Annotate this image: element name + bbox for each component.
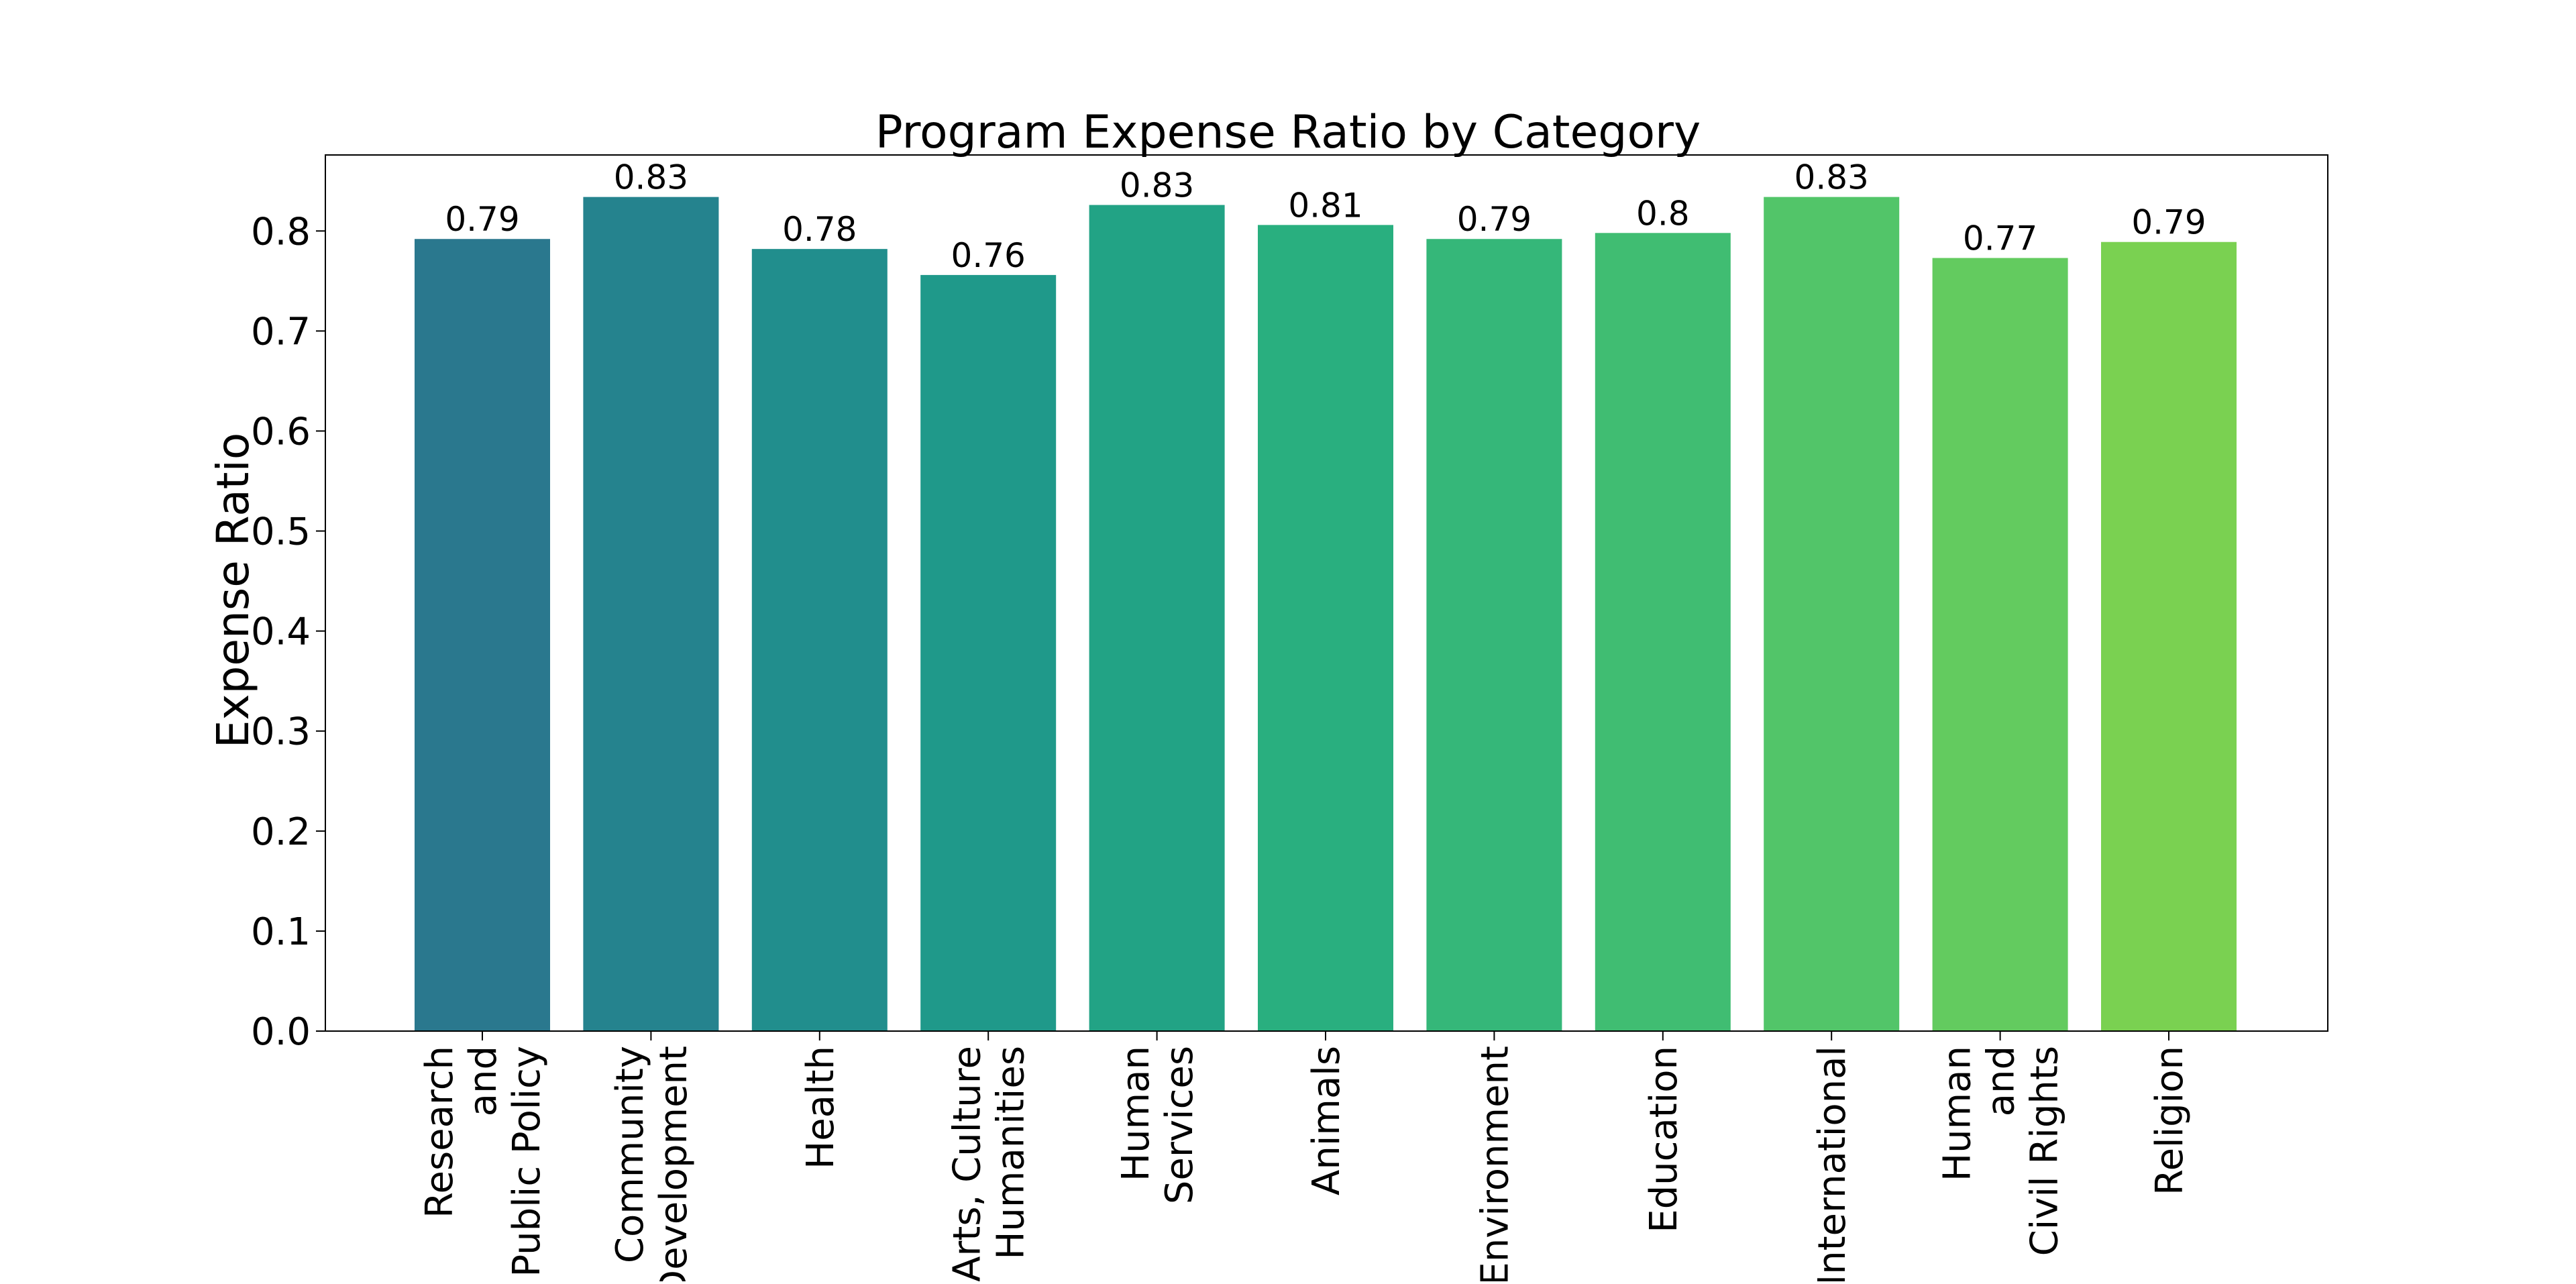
x-tick-label-0: ResearchandPublic Policy: [418, 1046, 549, 1277]
chart-title: Program Expense Ratio by Category: [875, 106, 1701, 159]
bar-0: [415, 239, 550, 1031]
x-tick-label-line: Civil Rights: [2023, 1046, 2067, 1256]
value-label-0: 0.79: [445, 200, 519, 239]
value-label-9: 0.77: [1963, 219, 2037, 258]
value-label-7: 0.8: [1636, 194, 1690, 233]
x-tick-label-4: HumanServices: [1114, 1046, 1201, 1204]
x-tick-label-6: Environment: [1473, 1046, 1517, 1281]
bar-6: [1426, 239, 1562, 1031]
x-axis: ResearchandPublic Policy CommunityDevelop…: [418, 1031, 2192, 1284]
x-tick-label-2: Health: [799, 1046, 843, 1169]
x-tick-label-5: Animals: [1305, 1046, 1348, 1195]
value-label-3: 0.76: [951, 236, 1026, 275]
value-label-2: 0.78: [782, 210, 857, 249]
bars-layer: [415, 197, 2237, 1032]
y-tick-label-8: 0.8: [251, 210, 311, 254]
x-tick-label-line: Environment: [1473, 1046, 1517, 1281]
bar-4: [1089, 205, 1225, 1032]
x-tick-label-line: Human: [1936, 1046, 1980, 1181]
bar-1: [583, 197, 719, 1031]
y-tick-label-0: 0.0: [251, 1010, 311, 1054]
bar-2: [751, 249, 888, 1031]
y-tick-label-1: 0.1: [251, 910, 311, 954]
bar-9: [1932, 258, 2068, 1032]
bar-10: [2101, 242, 2237, 1032]
value-label-8: 0.83: [1794, 158, 1869, 197]
y-tick-label-5: 0.5: [251, 511, 311, 554]
bar-7: [1595, 233, 1731, 1032]
x-tick-label-line: Development: [652, 1046, 696, 1281]
value-label-1: 0.83: [614, 158, 688, 197]
x-tick-label-line: Arts, Culture: [946, 1046, 989, 1281]
x-tick-label-line: Research: [418, 1046, 462, 1218]
x-tick-label-line: Animals: [1305, 1046, 1348, 1195]
x-tick-label-line: Services: [1158, 1046, 1201, 1204]
x-tick-label-line: Human: [1114, 1046, 1158, 1181]
bar-8: [1764, 197, 1900, 1031]
x-tick-label-line: Education: [1642, 1046, 1686, 1233]
bar-3: [920, 274, 1057, 1032]
plot-area-frame: [325, 154, 2328, 1032]
y-tick-label-4: 0.4: [251, 610, 311, 654]
x-tick-label-7: Education: [1642, 1046, 1686, 1233]
y-tick-label-6: 0.6: [251, 410, 311, 453]
x-tick-label-line: Community: [608, 1046, 652, 1263]
x-tick-label-line: Health: [799, 1046, 843, 1169]
x-tick-label-line: and: [1980, 1046, 2023, 1116]
value-label-10: 0.79: [2131, 203, 2206, 242]
y-tick-label-7: 0.7: [251, 310, 311, 354]
x-tick-label-line: Religion: [2148, 1046, 2192, 1195]
x-tick-label-line: Humanities: [989, 1046, 1033, 1260]
value-labels-layer: 0.79 0.83 0.78 0.76 0.83 0.81 0.79 0.8 0.83 0.77 0…: [445, 158, 2206, 275]
x-tick-label-1: CommunityDevelopment: [608, 1046, 696, 1281]
y-tick-label-3: 0.3: [251, 710, 311, 754]
bar-5: [1258, 225, 1393, 1031]
y-axis: 0.0 0.1 0.2 0.3 0.4 0.5 0.6 0.7 0.8: [251, 210, 325, 1054]
value-label-4: 0.83: [1120, 166, 1194, 205]
x-tick-label-10: Religion: [2148, 1046, 2192, 1195]
x-tick-label-8: International: [1811, 1046, 1854, 1281]
y-axis-label: Expense Ratio: [207, 433, 259, 749]
value-label-6: 0.79: [1457, 200, 1532, 239]
x-tick-label-line: and: [462, 1046, 505, 1116]
x-tick-label-line: International: [1811, 1046, 1854, 1281]
value-label-5: 0.81: [1288, 186, 1362, 225]
x-tick-label-line: Public Policy: [505, 1046, 549, 1277]
x-tick-label-3: Arts, CultureHumanities: [946, 1046, 1033, 1281]
y-tick-label-2: 0.2: [251, 810, 311, 854]
x-tick-label-9: HumanandCivil Rights: [1936, 1046, 2067, 1256]
